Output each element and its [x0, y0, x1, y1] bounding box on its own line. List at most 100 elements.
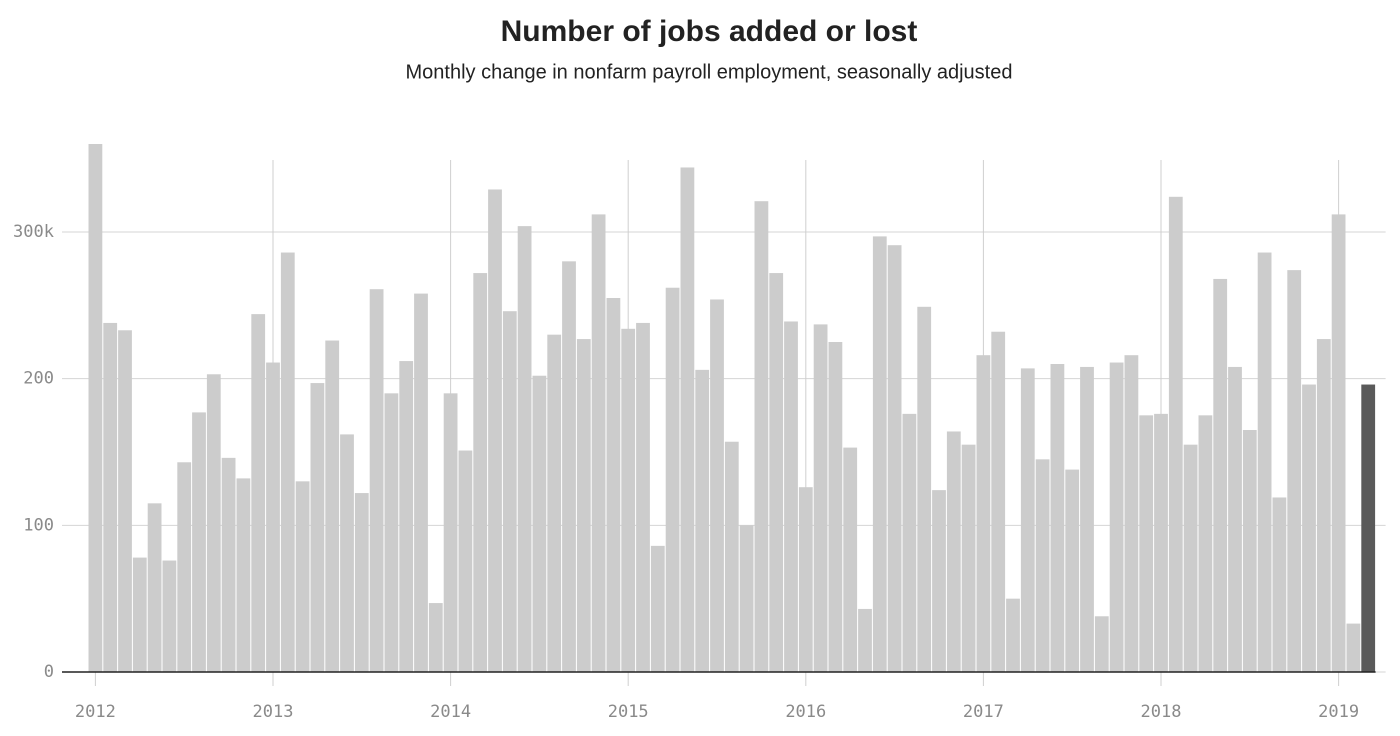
bar — [902, 413, 917, 672]
bar — [118, 330, 132, 672]
bar — [384, 393, 399, 672]
bar — [236, 478, 251, 672]
bar — [295, 481, 310, 672]
bar — [399, 361, 414, 672]
bar — [414, 293, 428, 672]
bar — [828, 342, 843, 672]
bar — [458, 450, 473, 672]
x-tick-label: 2018 — [1141, 702, 1182, 722]
x-tick-label: 2017 — [963, 702, 1004, 722]
bar — [858, 608, 872, 672]
x-tick-label: 2014 — [430, 702, 471, 722]
x-tick-label: 2012 — [75, 702, 116, 722]
x-tick-label: 2015 — [608, 702, 649, 722]
bar — [784, 321, 798, 672]
bar — [695, 369, 710, 672]
bar — [517, 226, 532, 672]
bar — [754, 201, 769, 672]
bar — [1020, 368, 1035, 672]
bar — [1287, 270, 1302, 672]
bar — [502, 311, 517, 672]
bar — [147, 503, 162, 672]
bar — [932, 490, 946, 672]
bar — [1168, 196, 1183, 673]
bar — [1228, 366, 1242, 672]
bar — [813, 324, 828, 672]
bar — [1124, 355, 1139, 672]
bar — [606, 298, 621, 672]
bar — [280, 252, 295, 673]
x-tick-label: 2019 — [1318, 702, 1359, 722]
bar — [1109, 362, 1124, 672]
bar — [636, 322, 650, 672]
bar — [739, 525, 754, 672]
bar — [917, 306, 932, 672]
bar — [621, 328, 636, 672]
bar — [310, 383, 325, 672]
x-tick-label: 2016 — [785, 702, 826, 722]
bar — [132, 557, 147, 672]
bar — [680, 167, 695, 672]
bar — [576, 339, 591, 672]
y-tick-label: 0 — [44, 662, 54, 682]
bar — [961, 444, 976, 672]
bar — [443, 393, 458, 672]
bar — [340, 434, 354, 672]
bar — [665, 287, 680, 672]
bar — [1139, 415, 1154, 672]
bar — [428, 603, 443, 672]
chart-subtitle: Monthly change in nonfarm payroll employ… — [405, 61, 1012, 83]
y-tick-label: 300k — [13, 222, 54, 242]
x-tick-label: 2013 — [253, 702, 294, 722]
bar — [710, 299, 724, 672]
bar — [162, 560, 177, 672]
bar — [872, 236, 887, 672]
bar — [798, 487, 813, 672]
bar — [532, 375, 547, 672]
bar — [473, 273, 488, 672]
bar — [1006, 598, 1020, 672]
bar — [1183, 444, 1198, 672]
bar — [1331, 214, 1346, 672]
bar — [1213, 278, 1228, 672]
bar — [547, 334, 562, 672]
bar — [1242, 430, 1257, 672]
bar — [1198, 415, 1213, 672]
bar — [1035, 459, 1050, 672]
bar — [843, 447, 858, 672]
chart-title: Number of jobs added or lost — [501, 15, 918, 48]
bar — [1094, 616, 1109, 672]
bar — [88, 144, 103, 672]
bar — [976, 355, 991, 672]
bar — [251, 314, 266, 672]
bar — [1346, 623, 1361, 672]
bar — [1154, 413, 1168, 672]
bar — [206, 374, 221, 672]
bar — [1316, 339, 1331, 672]
bar — [591, 214, 606, 672]
bar — [369, 289, 384, 672]
y-tick-label: 100 — [23, 515, 54, 535]
bar — [266, 362, 280, 672]
bar — [991, 331, 1006, 672]
bar — [192, 412, 206, 672]
bar — [1302, 384, 1316, 672]
bar — [1050, 364, 1065, 672]
bar — [650, 545, 665, 672]
bar — [946, 431, 961, 672]
bar — [177, 462, 192, 672]
bar — [103, 322, 118, 672]
bar — [488, 189, 502, 672]
bar — [221, 457, 236, 672]
bar — [769, 273, 784, 672]
bar — [1080, 366, 1094, 672]
bar — [562, 261, 576, 672]
bar — [354, 493, 369, 672]
bar — [1065, 469, 1080, 672]
bar — [325, 340, 340, 672]
bar — [887, 245, 902, 672]
bar — [1361, 384, 1376, 672]
bar — [1257, 252, 1272, 673]
y-tick-label: 200 — [23, 369, 54, 389]
